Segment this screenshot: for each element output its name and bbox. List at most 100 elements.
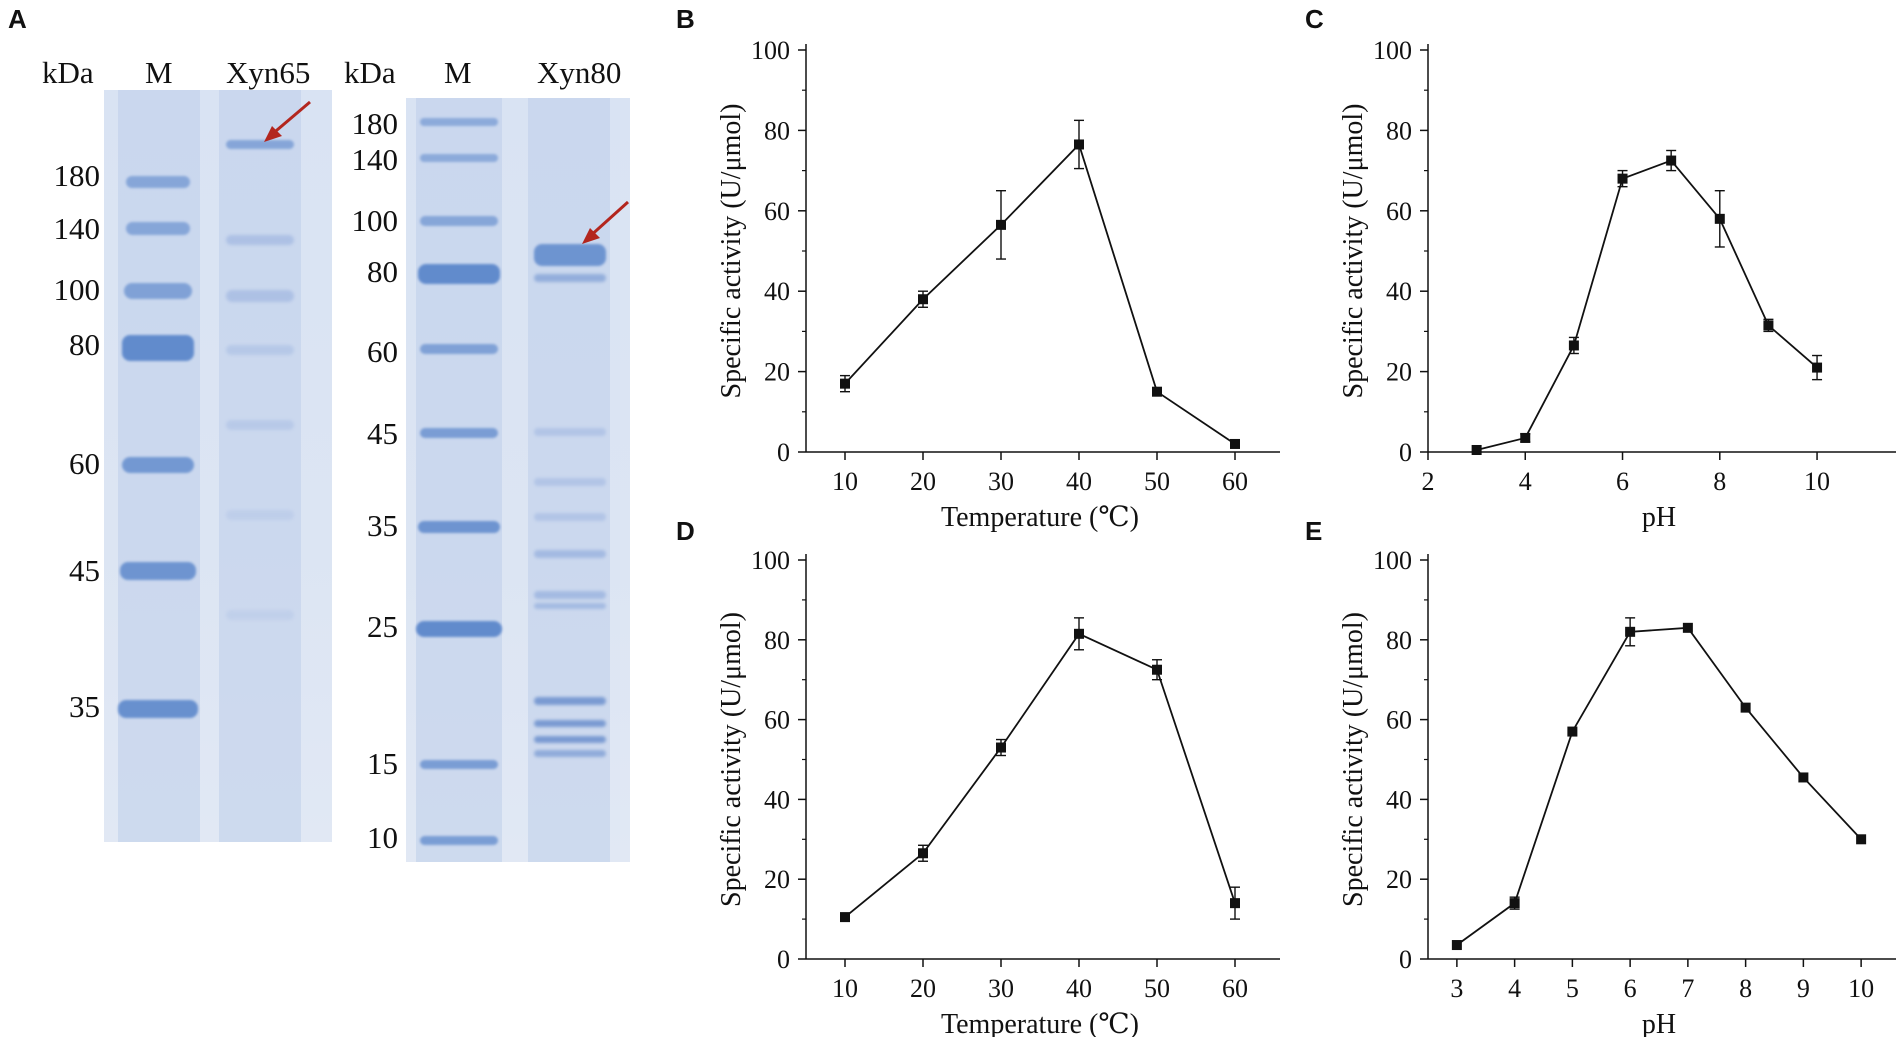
y-tick-label: 0 [777,438,790,467]
panel-letter-a: A [8,4,27,34]
x-tick-label: 5 [1566,974,1579,1003]
x-tick-label: 50 [1144,467,1170,496]
y-tick-label: 40 [764,785,790,814]
x-tick-label: 8 [1713,467,1726,496]
x-tick-label: 40 [1066,467,1092,496]
y-tick-label: 20 [764,865,790,894]
gel-left-image [104,90,332,842]
marker-band [118,700,198,718]
x-tick-label: 60 [1222,974,1248,1003]
sample-band [534,736,606,743]
x-tick-label: 10 [1848,974,1874,1003]
marker-band [124,283,192,299]
x-tick-label: 60 [1222,467,1248,496]
sample-band [534,750,606,757]
data-point [1567,726,1578,737]
sample-band [226,420,294,430]
x-tick-label: 20 [910,974,936,1003]
y-tick-label: 20 [1386,865,1412,894]
y-tick-label: 40 [1386,785,1412,814]
marker-band [420,154,498,162]
chart-e: 0 20 40 60 80 100 3 4 5 6 7 8 9 10 pH Specific activity… [1338,546,1896,1037]
gel-right-marker: 10 [367,820,398,855]
marker-band [126,176,190,188]
sample-band [534,550,606,558]
x-tick-label: 6 [1624,974,1637,1003]
x-tick-label: 10 [1804,467,1830,496]
gel-right-marker: 180 [351,106,399,141]
sample-band [534,720,606,727]
data-point [1152,664,1162,675]
marker-band [418,521,500,533]
data-point [1740,702,1751,713]
data-point [1617,173,1628,184]
marker-band [126,222,190,235]
x-tick-label: 4 [1508,974,1521,1003]
y-tick-label: 20 [1386,358,1412,387]
gel-right-image [406,98,630,862]
series-line [1456,626,1862,946]
y-axis-label: Specific activity (U/μmol) [716,612,747,907]
gel-right-marker: 45 [367,416,398,451]
sample-band [226,290,294,302]
x-tick-label: 2 [1422,467,1435,496]
x-tick-label: 7 [1681,974,1694,1003]
gel-left-marker: 45 [69,553,100,588]
gel-left-marker: 140 [53,211,101,246]
y-tick-label: 0 [1399,438,1412,467]
y-tick-label: 60 [764,197,790,226]
marker-band [122,335,194,361]
y-axis-label: Specific activity (U/μmol) [716,104,747,399]
y-tick-label: 80 [764,116,790,145]
y-tick-label: 60 [764,706,790,735]
marker-band [420,760,498,769]
data-point [918,848,928,859]
data-point [840,378,850,389]
marker-band [420,836,498,845]
gel-right-marker: 60 [367,334,398,369]
data-point [1682,622,1693,633]
sample-band [534,697,606,705]
data-point [1230,438,1240,449]
y-axis-label: Specific activity (U/μmol) [1338,104,1369,399]
data-point [1568,340,1579,351]
series-line [844,632,1236,918]
gel-right-lane-sample: Xyn80 [537,55,622,90]
gel-left-marker: 180 [53,158,101,193]
gel-left-marker: 80 [69,327,100,362]
gel-left-marker: 35 [69,689,100,724]
x-tick-label: 20 [910,467,936,496]
target-band [534,244,606,266]
y-tick-label: 80 [1386,116,1412,145]
x-tick-label: 30 [988,467,1014,496]
data-point [1520,432,1531,443]
x-axis-label: pH [1642,502,1676,533]
x-tick-label: 4 [1519,467,1532,496]
data-point [1509,898,1520,909]
arrow-icon [264,100,311,142]
data-point [1152,386,1162,397]
y-tick-label: 40 [1386,277,1412,306]
x-tick-label: 30 [988,974,1014,1003]
marker-band [120,562,196,580]
gel-right-lane-m: M [444,55,472,90]
y-axis-label: Specific activity (U/μmol) [1338,612,1369,907]
marker-band [420,344,498,354]
x-axis-label: pH [1642,1009,1676,1037]
data-point [1812,362,1823,373]
data-point [996,742,1006,753]
sample-band [534,478,606,486]
marker-band [420,216,498,226]
arrow-icon [582,200,630,244]
series-line [844,142,1236,445]
x-tick-label: 9 [1797,974,1810,1003]
y-tick-label: 0 [1399,945,1412,974]
data-point [1625,626,1636,637]
sample-band [226,610,294,620]
gel-right-kda-label: kDa [344,55,396,90]
chart-c: 0 20 40 60 80 100 2 4 6 8 10 pH Specific activity (U… [1338,36,1896,533]
x-tick-label: 8 [1739,974,1752,1003]
gel-left-kda-label: kDa [42,55,94,90]
chart-b: 0 20 40 60 80 100 10 20 30 40 50 60 Temperature (℃) S… [716,36,1280,533]
panel-letter-c: C [1305,4,1324,34]
